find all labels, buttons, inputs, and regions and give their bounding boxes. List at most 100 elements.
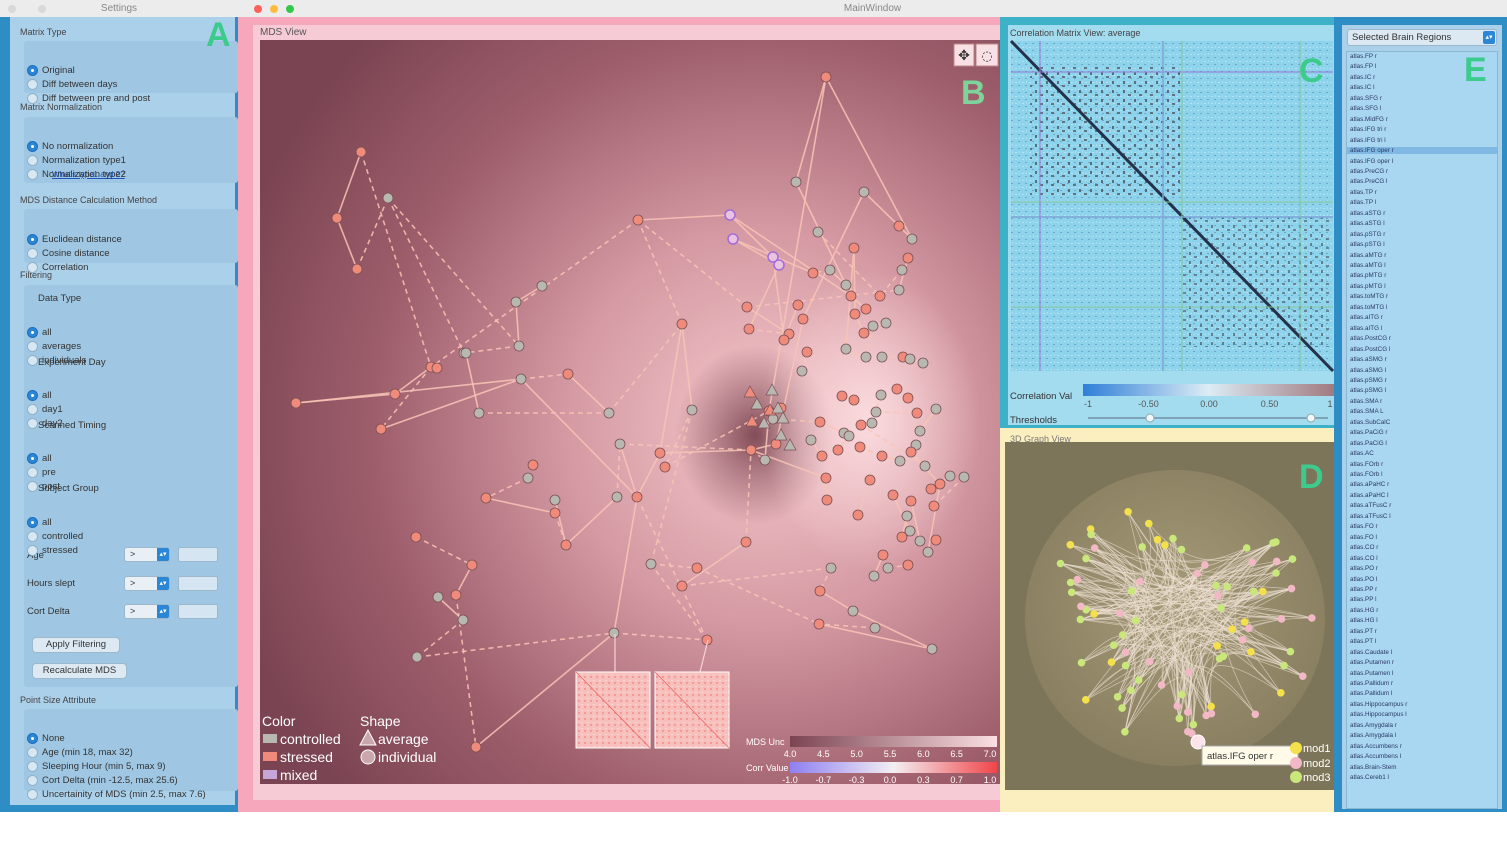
- graph-node[interactable]: [1207, 702, 1215, 711]
- mds-point[interactable]: [840, 279, 852, 291]
- mds-point[interactable]: [389, 388, 401, 400]
- mds-point[interactable]: [460, 347, 472, 359]
- mds-point[interactable]: [868, 570, 880, 582]
- region-list-item[interactable]: atlas.IFG oper r: [1347, 147, 1497, 155]
- region-list-item[interactable]: atlas.aMTG r: [1350, 251, 1387, 259]
- region-list-item[interactable]: atlas.PaCiG r: [1350, 429, 1388, 437]
- region-list-item[interactable]: atlas.aSMG l: [1350, 366, 1387, 374]
- region-list-item[interactable]: atlas.FOrb l: [1350, 471, 1383, 478]
- close-window-icon[interactable]: [254, 5, 262, 13]
- graph-node[interactable]: [1201, 561, 1209, 569]
- graph-node[interactable]: [1124, 508, 1132, 516]
- mds-point[interactable]: [821, 494, 833, 506]
- region-list-item[interactable]: atlas.MidFG r: [1350, 115, 1388, 123]
- mds-point[interactable]: [770, 438, 782, 450]
- graph-node[interactable]: [1145, 519, 1153, 528]
- graph-node[interactable]: [1090, 544, 1099, 552]
- mds-point[interactable]: [860, 303, 872, 315]
- region-list-item[interactable]: atlas.PaCiG l: [1350, 439, 1387, 447]
- region-list-item[interactable]: atlas.Pallidum r: [1350, 680, 1394, 687]
- mds-average-point[interactable]: [745, 414, 759, 427]
- region-list-item[interactable]: atlas.Hippocampus r: [1350, 700, 1408, 708]
- mds-point[interactable]: [536, 280, 548, 292]
- mds-point[interactable]: [934, 478, 946, 490]
- graph-node[interactable]: [1134, 676, 1143, 684]
- mds-point[interactable]: [608, 627, 620, 639]
- mds-point[interactable]: [848, 242, 860, 254]
- region-list-item[interactable]: atlas.aTFusC r: [1350, 502, 1392, 510]
- region-list-item[interactable]: atlas.aMTG l: [1350, 262, 1386, 269]
- graph-node[interactable]: [1121, 661, 1130, 670]
- radio-button-icon[interactable]: [27, 169, 38, 180]
- graph-node[interactable]: [1193, 569, 1201, 578]
- mds-point[interactable]: [919, 460, 931, 472]
- graph-node[interactable]: [1245, 624, 1253, 632]
- region-list-item[interactable]: atlas.IFG tri l: [1350, 136, 1386, 144]
- region-list-item[interactable]: atlas.FP r: [1350, 53, 1377, 60]
- mds-point[interactable]: [727, 233, 739, 245]
- mds-point[interactable]: [450, 589, 462, 601]
- graph-node[interactable]: [1184, 727, 1192, 736]
- graph-node[interactable]: [1066, 541, 1075, 549]
- region-list-item[interactable]: atlas.PO l: [1350, 575, 1378, 583]
- graph-node[interactable]: [1212, 581, 1220, 590]
- mds-point[interactable]: [778, 334, 790, 346]
- radio-button-icon[interactable]: [27, 355, 38, 366]
- mds-point[interactable]: [375, 423, 387, 435]
- region-list-item[interactable]: atlas.PO r: [1350, 565, 1378, 573]
- mds-point[interactable]: [902, 252, 914, 264]
- mds-point[interactable]: [410, 531, 422, 543]
- radio-button-icon[interactable]: [27, 733, 38, 744]
- mds-point[interactable]: [659, 461, 671, 473]
- age-value-input[interactable]: [178, 547, 218, 562]
- mds-point[interactable]: [832, 444, 844, 456]
- region-list-item[interactable]: atlas.aPaHC l: [1350, 491, 1389, 499]
- radio-button-icon[interactable]: [27, 341, 38, 352]
- radio-button-icon[interactable]: [27, 93, 38, 104]
- mds-point[interactable]: [814, 416, 826, 428]
- graph-node[interactable]: [1173, 702, 1182, 710]
- graph-node[interactable]: [1082, 554, 1090, 563]
- mds-point[interactable]: [914, 425, 926, 437]
- radio-button-icon[interactable]: [27, 155, 38, 166]
- radio-button-icon[interactable]: [27, 453, 38, 464]
- mds-point[interactable]: [922, 546, 934, 558]
- mds-point[interactable]: [958, 471, 970, 483]
- mds-point[interactable]: [560, 539, 572, 551]
- region-list-item[interactable]: atlas.pSTG l: [1350, 241, 1385, 249]
- mds-point[interactable]: [882, 562, 894, 574]
- graph-node[interactable]: [1109, 641, 1118, 649]
- mds-point[interactable]: [855, 419, 867, 431]
- region-list-item[interactable]: atlas.PP l: [1350, 596, 1377, 604]
- region-list[interactable]: atlas.FP r atlas.FP l atlas.IC r atlas.IC l…: [1346, 51, 1498, 809]
- mds-point[interactable]: [843, 430, 855, 442]
- graph-node[interactable]: [1121, 648, 1130, 656]
- region-list-item[interactable]: atlas.aITG l: [1350, 324, 1383, 332]
- mds-point[interactable]: [676, 318, 688, 330]
- graph-node[interactable]: [1250, 587, 1258, 596]
- graph-node[interactable]: [1240, 618, 1249, 626]
- graph-node[interactable]: [1183, 708, 1192, 716]
- mds-point[interactable]: [767, 413, 779, 425]
- mds-point[interactable]: [854, 441, 866, 453]
- mds-point[interactable]: [431, 362, 443, 374]
- mds-point[interactable]: [944, 470, 956, 482]
- region-list-item[interactable]: atlas.PreCG l: [1350, 178, 1388, 186]
- graph-node[interactable]: [1248, 558, 1256, 566]
- graph-node[interactable]: [1242, 544, 1251, 552]
- region-list-item[interactable]: atlas.pMTG r: [1350, 272, 1387, 280]
- mds-plot[interactable]: ✥ ◌ B Color controlled stressed mixed Sh…: [260, 40, 1000, 784]
- graph-node[interactable]: [1076, 615, 1085, 624]
- mds-point[interactable]: [901, 510, 913, 522]
- mds-point[interactable]: [930, 403, 942, 415]
- mds-point[interactable]: [513, 340, 525, 352]
- radio-button-icon[interactable]: [27, 517, 38, 528]
- graph-node[interactable]: [1107, 658, 1116, 666]
- region-list-item[interactable]: atlas.toMTG r: [1350, 293, 1389, 301]
- mds-point[interactable]: [904, 353, 916, 365]
- mds-point[interactable]: [740, 536, 752, 548]
- radio-button-icon[interactable]: [27, 747, 38, 758]
- mds-point[interactable]: [845, 290, 857, 302]
- cort-delta-value-input[interactable]: [178, 604, 218, 619]
- graph-node[interactable]: [1269, 539, 1277, 547]
